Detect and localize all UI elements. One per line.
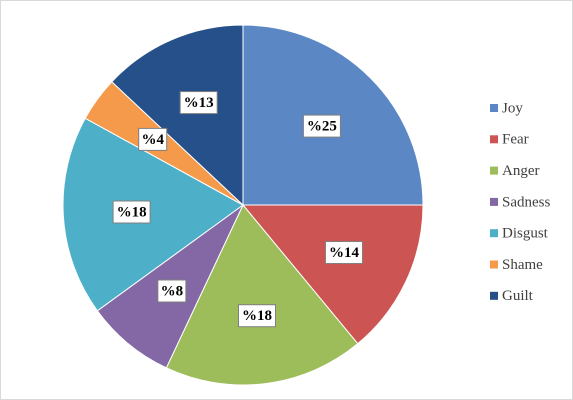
legend-swatch	[490, 197, 498, 206]
legend-label: Sadness	[502, 194, 550, 210]
data-label-box	[138, 127, 168, 151]
legend-label: Anger	[502, 163, 540, 179]
data-label-box	[112, 200, 151, 224]
data-label: %25	[307, 119, 337, 135]
legend-label: Shame	[502, 257, 543, 273]
pie-slice	[62, 117, 244, 312]
legend-swatch	[490, 166, 498, 175]
data-label: %18	[117, 204, 147, 220]
legend-swatch	[490, 260, 498, 269]
legend-swatch	[490, 135, 498, 144]
legend-label: Fear	[502, 132, 529, 148]
data-label: %8	[161, 283, 184, 299]
data-label-box	[237, 304, 276, 328]
data-label-box	[179, 91, 218, 115]
legend-label: Guilt	[502, 288, 534, 304]
data-label: %14	[329, 245, 360, 261]
legend-label: Disgust	[502, 226, 549, 242]
legend-label: Joy	[502, 100, 523, 116]
legend-swatch	[490, 291, 498, 300]
pie-slice	[241, 204, 424, 345]
legend-swatch	[490, 229, 498, 238]
legend-swatch	[490, 104, 498, 112]
data-label: %4	[141, 132, 164, 148]
pie-slice	[165, 204, 359, 386]
data-label-box	[324, 241, 363, 265]
data-label: %18	[242, 308, 272, 324]
data-label: %13	[184, 95, 214, 111]
pie-slice	[111, 24, 244, 207]
data-label-box	[302, 114, 341, 138]
data-label-box	[157, 279, 187, 303]
